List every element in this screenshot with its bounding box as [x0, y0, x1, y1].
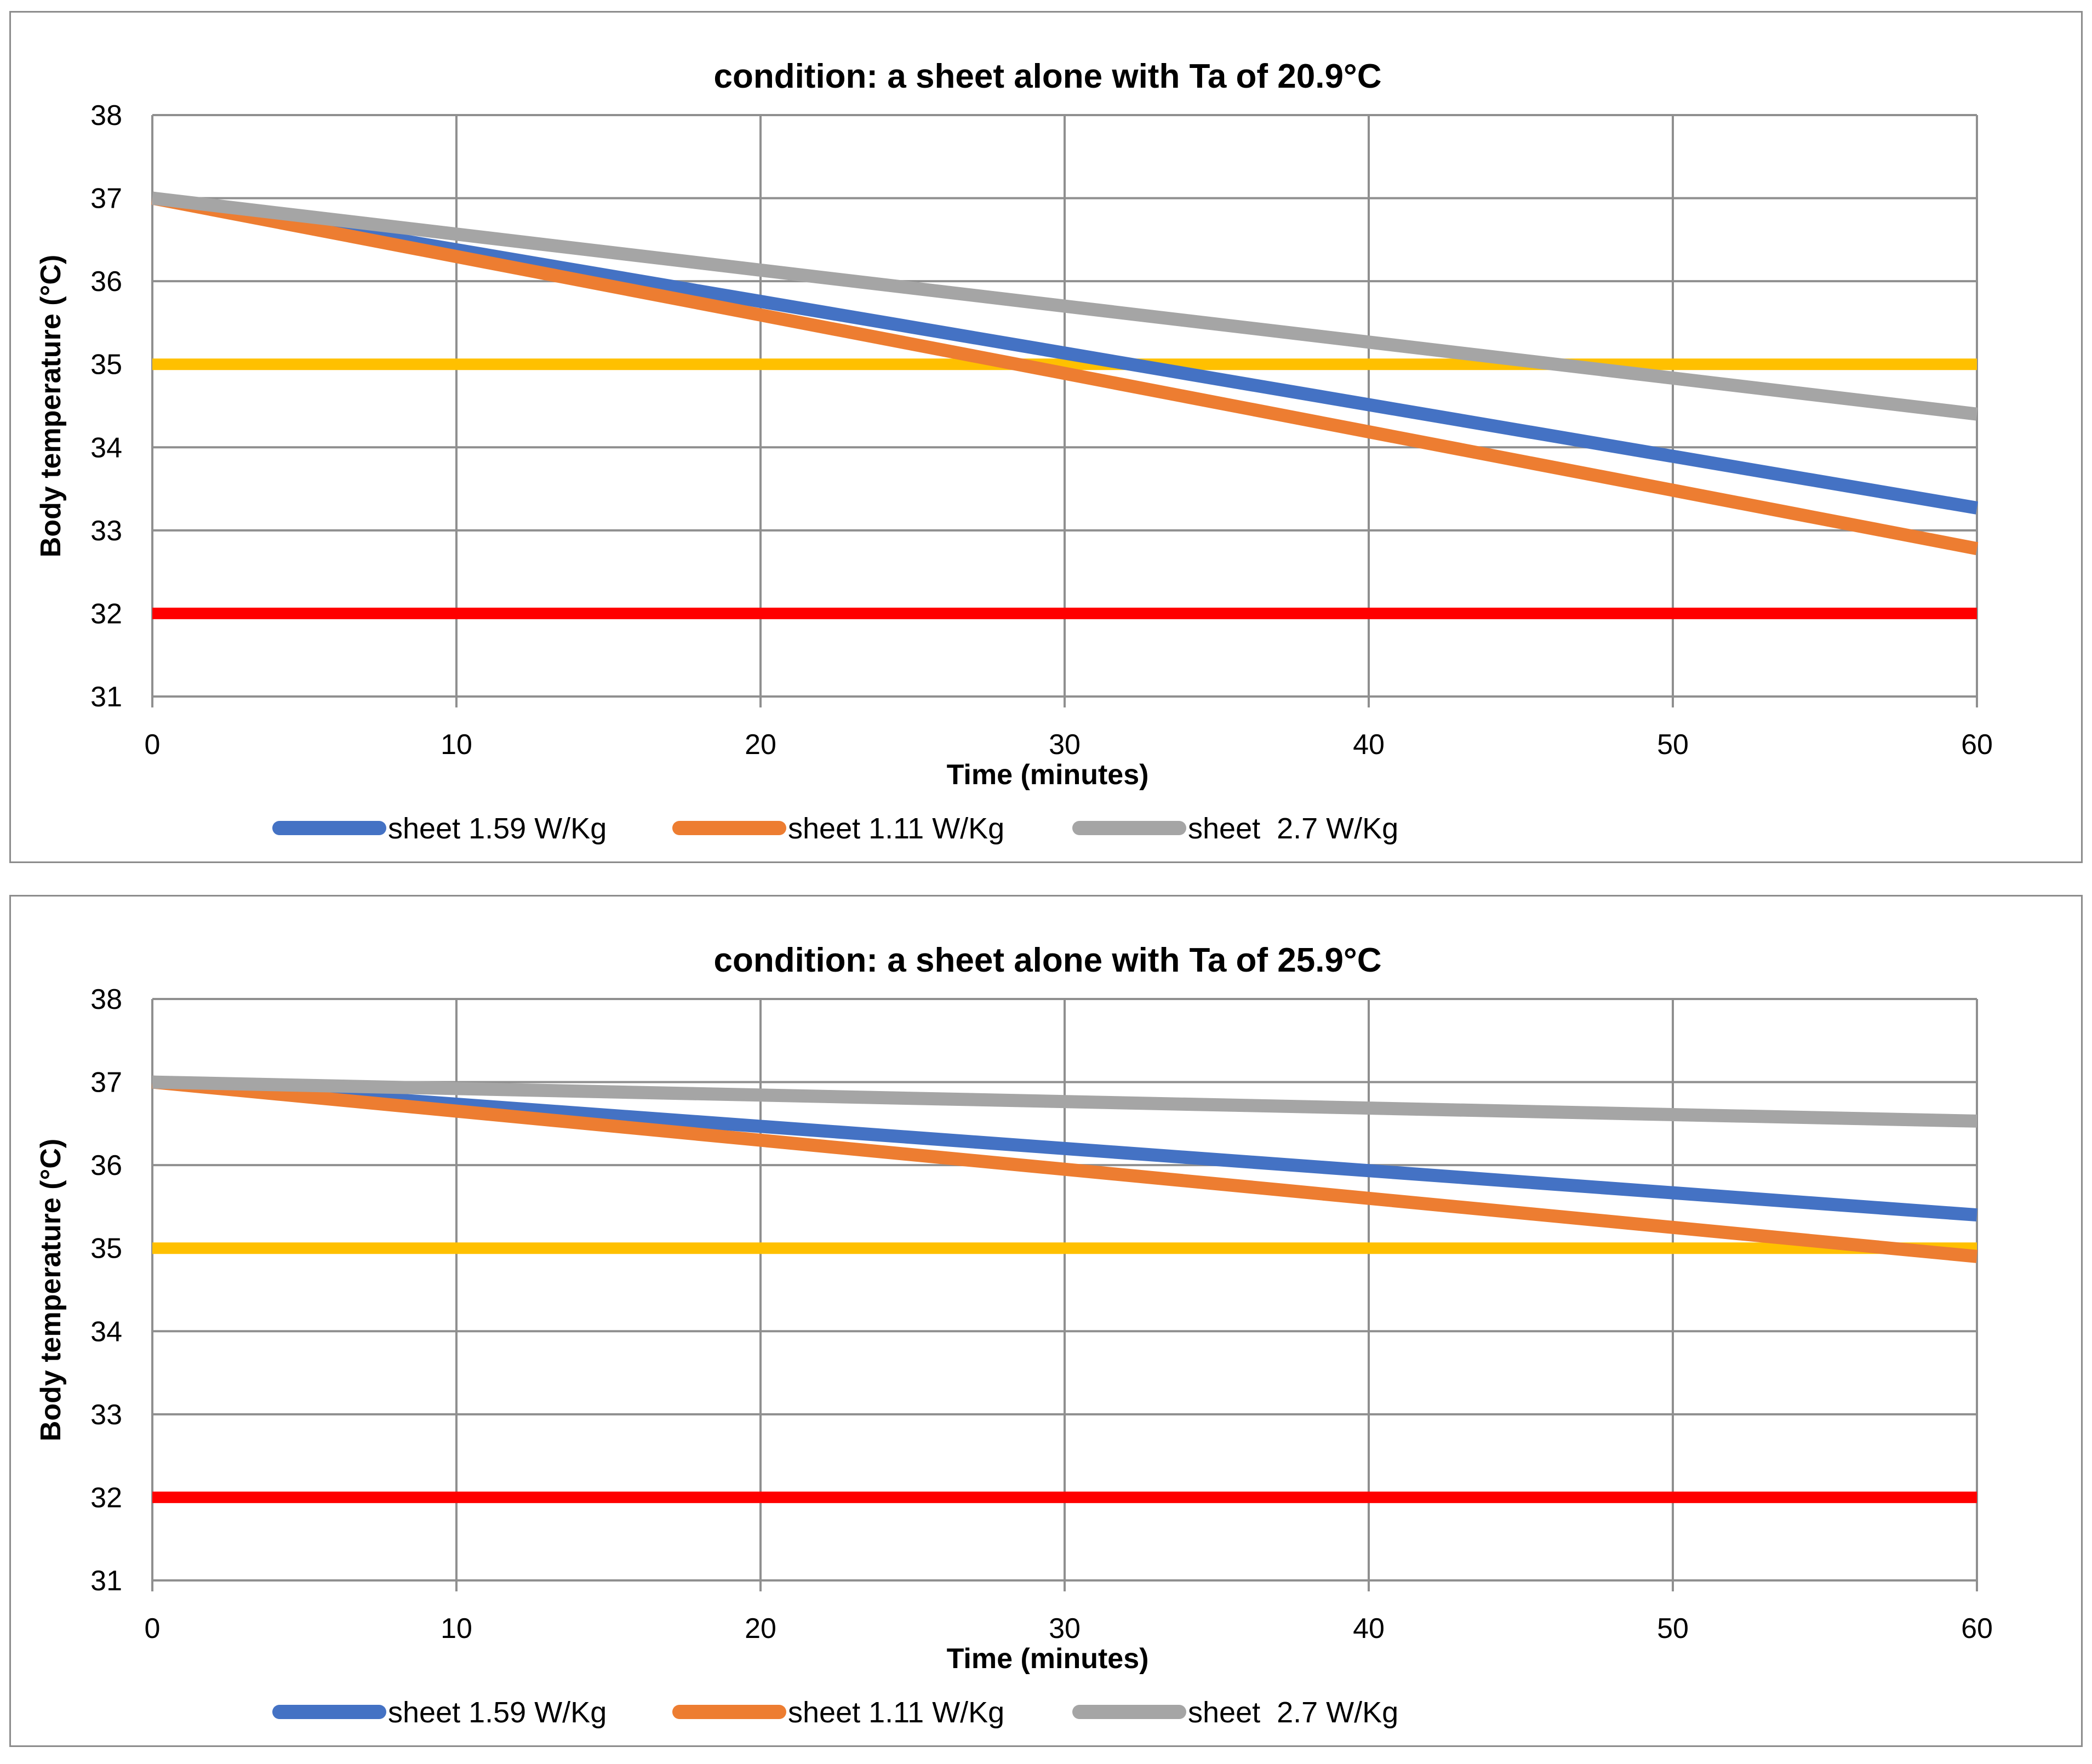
chart-svg: condition: a sheet alone with Ta of 20.9… [35, 58, 1993, 845]
y-tick-label: 35 [90, 1233, 122, 1265]
x-tick-label: 60 [1961, 1613, 1993, 1645]
y-tick-label: 32 [90, 598, 122, 630]
x-tick-label: 30 [1049, 1613, 1081, 1645]
y-tick-label: 31 [90, 1565, 122, 1597]
tick-labels: 31 32 33 34 35 36 37 38 0 10 20 30 40 50 60 [90, 984, 1993, 1645]
series-line [151, 191, 1978, 421]
series-line [151, 191, 1979, 555]
x-tick-label: 30 [1049, 729, 1081, 761]
series-line [152, 1075, 1977, 1222]
legend-label: sheet 1.59 W/Kg [388, 812, 607, 845]
chart-title: condition: a sheet alone with Ta of 20.9… [713, 58, 1381, 95]
y-tick-label: 33 [90, 515, 122, 547]
y-tick-label: 37 [90, 183, 122, 215]
legend-label: sheet 1.11 W/Kg [788, 1696, 1004, 1729]
legend-label: sheet 1.59 W/Kg [388, 1696, 607, 1729]
y-tick-label: 31 [90, 681, 122, 713]
y-tick-label: 36 [90, 1150, 122, 1181]
x-tick-label: 10 [441, 1613, 472, 1645]
y-tick-label: 35 [90, 349, 122, 381]
y-tick-label: 38 [90, 100, 122, 132]
chart-title: condition: a sheet alone with Ta of 25.9… [713, 941, 1381, 979]
y-tick-label: 36 [90, 266, 122, 298]
y-axis-label: Body temperature (°C) [35, 1139, 67, 1441]
x-tick-label: 0 [145, 729, 161, 761]
x-axis-label: Time (minutes) [947, 1643, 1149, 1675]
x-tick-label: 20 [745, 729, 776, 761]
x-tick-label: 10 [441, 729, 472, 761]
legend: sheet 1.59 W/Kg sheet 1.11 W/Kg sheet 2.7 … [272, 1696, 1398, 1729]
x-tick-label: 50 [1657, 729, 1689, 761]
x-tick-label: 40 [1353, 729, 1385, 761]
y-tick-label: 34 [90, 432, 122, 464]
y-tick-label: 32 [90, 1482, 122, 1514]
x-axis-label: Time (minutes) [947, 759, 1149, 791]
legend: sheet 1.59 W/Kg sheet 1.11 W/Kg sheet 2.7 … [272, 812, 1398, 845]
x-tick-label: 40 [1353, 1613, 1385, 1645]
series-lines [151, 1075, 1978, 1503]
tick-labels: 31 32 33 34 35 36 37 38 0 10 20 30 40 50 60 [90, 100, 1993, 761]
series-line [151, 1075, 1978, 1263]
x-tick-label: 60 [1961, 729, 1993, 761]
y-tick-label: 33 [90, 1399, 122, 1431]
series-line [151, 191, 1979, 515]
x-tick-label: 50 [1657, 1613, 1689, 1645]
y-tick-label: 37 [90, 1067, 122, 1099]
y-tick-label: 38 [90, 984, 122, 1015]
legend-label: sheet 2.7 W/Kg [1188, 1696, 1398, 1729]
y-tick-label: 34 [90, 1316, 122, 1348]
y-axis-label: Body temperature (°C) [35, 255, 67, 557]
x-tick-label: 0 [145, 1613, 161, 1645]
x-tick-label: 20 [745, 1613, 776, 1645]
legend-label: sheet 1.11 W/Kg [788, 812, 1004, 845]
series-line [152, 1075, 1977, 1128]
chart-svg: condition: a sheet alone with Ta of 25.9… [35, 941, 1993, 1729]
series-lines [151, 191, 1979, 619]
legend-label: sheet 2.7 W/Kg [1188, 812, 1398, 845]
chart-panel-ta-25-9: condition: a sheet alone with Ta of 25.9… [9, 895, 2083, 1747]
chart-panel-ta-20-9: condition: a sheet alone with Ta of 20.9… [9, 11, 2083, 863]
